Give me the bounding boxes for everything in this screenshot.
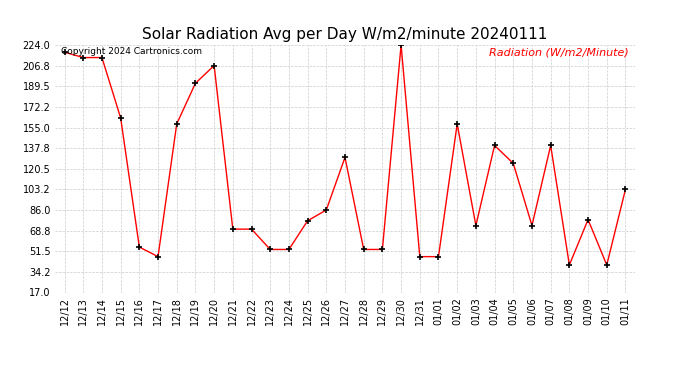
Text: Copyright 2024 Cartronics.com: Copyright 2024 Cartronics.com	[61, 48, 202, 57]
Title: Solar Radiation Avg per Day W/m2/minute 20240111: Solar Radiation Avg per Day W/m2/minute …	[142, 27, 548, 42]
Text: Radiation (W/m2/Minute): Radiation (W/m2/Minute)	[489, 48, 629, 57]
